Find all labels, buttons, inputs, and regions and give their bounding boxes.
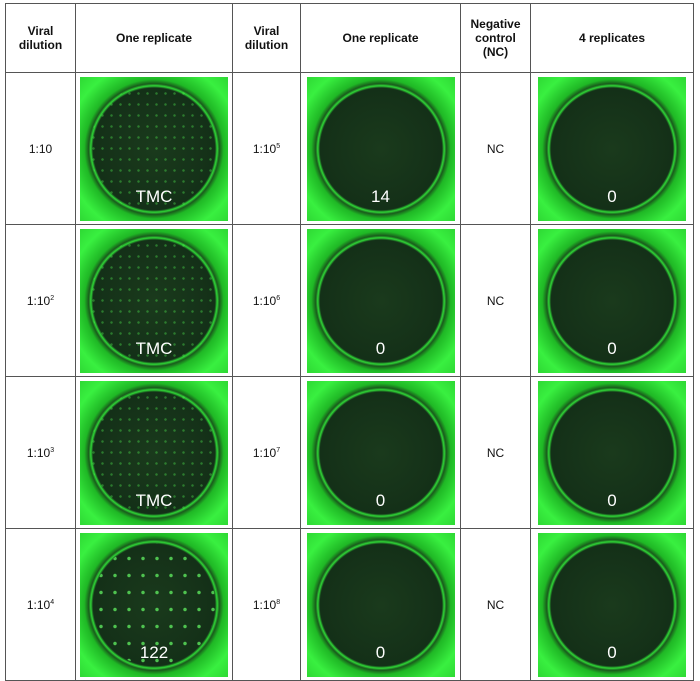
plaque-assay-table: Viral dilution One replicate Viral dilut… [5, 3, 694, 681]
well-image: 14 [306, 76, 455, 221]
well-image: 0 [538, 228, 686, 373]
well-image-cell: 0 [530, 72, 694, 225]
dilution-exponent: 7 [276, 446, 281, 454]
well-image-cell: 14 [300, 72, 461, 225]
plaque-count: 0 [607, 186, 617, 206]
well-image-cell: 0 [300, 528, 461, 681]
header-4-replicates: 4 replicates [530, 3, 694, 73]
well-image-cell: TMC [75, 224, 233, 377]
viral-dilution-cell: 1:103 [5, 376, 76, 529]
well-image: 0 [306, 228, 455, 373]
viral-dilution-cell: 1:105 [232, 72, 301, 225]
table-row: 1:103 TMC 1:107 0 NC 0 [5, 376, 694, 529]
dilution-exponent: 3 [50, 446, 55, 454]
plaque-count: TMC [135, 338, 173, 358]
plaque-count: 0 [607, 642, 617, 662]
negative-control-cell: NC [460, 224, 531, 377]
header-negative-control: Negative control (NC) [460, 3, 531, 73]
dilution-label: 1:10 [26, 597, 51, 612]
plaque-count: TMC [135, 490, 173, 510]
plaque-count: 14 [371, 186, 390, 206]
well-image-cell: 0 [300, 224, 461, 377]
viral-dilution-cell: 1:102 [5, 224, 76, 377]
well-image-cell: TMC [75, 72, 233, 225]
well-image-cell: 0 [530, 376, 694, 529]
plaque-count: 0 [375, 338, 386, 358]
dilution-label: 1:10 [252, 597, 277, 612]
viral-dilution-cell: 1:107 [232, 376, 301, 529]
plaque-count: 0 [375, 642, 386, 662]
dilution-label: 1:10 [252, 141, 277, 156]
negative-control-cell: NC [460, 528, 531, 681]
well-image: 0 [538, 380, 686, 525]
table-row: 1:104 122 1:108 0 NC 0 [5, 528, 694, 681]
well-image-cell: 0 [300, 376, 461, 529]
header-one-replicate-2: One replicate [300, 3, 461, 73]
plaque-count: 0 [375, 490, 386, 510]
plaque-count: TMC [135, 186, 173, 206]
dilution-label: 1:10 [252, 445, 277, 460]
negative-control-cell: NC [460, 376, 531, 529]
well-image: 0 [538, 76, 686, 221]
plaque-count: 0 [607, 338, 617, 358]
well-image: TMC [80, 76, 228, 221]
well-image-cell: 0 [530, 528, 694, 681]
well-image: 0 [538, 532, 686, 677]
dilution-exponent: 4 [50, 598, 55, 606]
viral-dilution-cell: 1:10 [5, 72, 76, 225]
well-image: 122 [80, 532, 228, 677]
well-image: TMC [80, 380, 228, 525]
dilution-exponent: 6 [276, 294, 281, 302]
well-image: 0 [306, 380, 455, 525]
plaque-count: 0 [607, 490, 617, 510]
viral-dilution-cell: 1:106 [232, 224, 301, 377]
header-viral-dilution-2: Viral dilution [232, 3, 301, 73]
well-image-cell: TMC [75, 376, 233, 529]
header-one-replicate-1: One replicate [75, 3, 233, 73]
dilution-label: 1:10 [26, 445, 51, 460]
dilution-label: 1:10 [26, 293, 51, 308]
viral-dilution-cell: 1:108 [232, 528, 301, 681]
table-row: 1:10 TMC 1:105 14 NC 0 [5, 72, 694, 225]
header-row: Viral dilution One replicate Viral dilut… [5, 3, 694, 73]
well-image: TMC [80, 228, 228, 373]
dilution-exponent: 5 [276, 142, 281, 150]
well-image-cell: 0 [530, 224, 694, 377]
well-image-cell: 122 [75, 528, 233, 681]
negative-control-cell: NC [460, 72, 531, 225]
dilution-label: 1:10 [28, 141, 53, 156]
table-row: 1:102 TMC 1:106 0 NC 0 [5, 224, 694, 377]
dilution-exponent: 2 [50, 294, 55, 302]
viral-dilution-cell: 1:104 [5, 528, 76, 681]
dilution-exponent: 8 [276, 598, 281, 606]
plaque-count: 122 [139, 642, 169, 662]
header-viral-dilution-1: Viral dilution [5, 3, 76, 73]
well-image: 0 [306, 532, 455, 677]
dilution-label: 1:10 [252, 293, 277, 308]
